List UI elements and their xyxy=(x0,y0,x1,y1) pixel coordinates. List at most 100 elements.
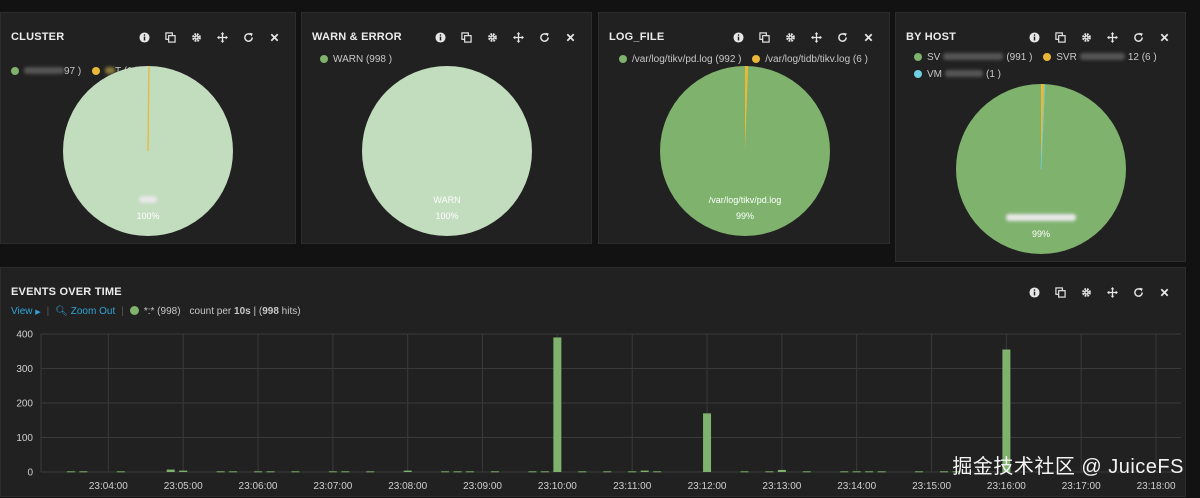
legend-item[interactable]: SV (991 ) xyxy=(914,49,1032,66)
histogram-bar[interactable] xyxy=(703,413,712,472)
histogram-bar[interactable] xyxy=(66,471,75,473)
view-dropdown[interactable]: View ▶ xyxy=(11,306,41,317)
legend-item[interactable]: VM (1 ) xyxy=(914,66,1001,83)
info-icon[interactable] xyxy=(1021,29,1047,45)
info-icon[interactable] xyxy=(131,29,157,45)
pie-slice[interactable] xyxy=(745,66,749,151)
histogram-bar[interactable] xyxy=(765,471,774,473)
gear-icon[interactable] xyxy=(183,29,209,45)
histogram-bar[interactable] xyxy=(952,471,961,473)
move-icon[interactable] xyxy=(803,29,829,45)
x-tick-label: 23:14:00 xyxy=(837,481,876,492)
y-tick-label: 400 xyxy=(16,330,33,341)
histogram-bar[interactable] xyxy=(877,471,886,473)
info-icon[interactable] xyxy=(725,29,751,45)
histogram-bar[interactable] xyxy=(216,471,225,473)
histogram-bar[interactable] xyxy=(403,470,412,472)
pie-chart: WARN 100% xyxy=(361,65,533,237)
histogram-bar[interactable] xyxy=(266,471,275,473)
x-tick-label: 23:16:00 xyxy=(987,481,1026,492)
legend-item[interactable]: /var/log/tikv/pd.log (992 ) xyxy=(619,51,742,68)
close-icon[interactable] xyxy=(1151,284,1177,300)
histogram-bar[interactable] xyxy=(777,469,786,472)
count-per-label: count per 10s | (998 hits) xyxy=(189,306,301,317)
zoom-out-button[interactable]: 🔍︎ Zoom Out xyxy=(55,306,116,317)
events-over-time-panel: EVENTS OVER TIME View ▶ | 🔍︎ Zoom Out | … xyxy=(0,267,1186,497)
legend-item[interactable]: /var/log/tidb/tikv.log (6 ) xyxy=(752,51,868,68)
histogram-bar[interactable] xyxy=(328,471,337,473)
gear-icon[interactable] xyxy=(1073,29,1099,45)
slice-percent: 99% xyxy=(735,211,754,221)
x-tick-label: 23:09:00 xyxy=(463,481,502,492)
zoom-out-icon: 🔍︎ xyxy=(55,306,68,317)
duplicate-icon[interactable] xyxy=(453,29,479,45)
legend-item[interactable]: WARN (998 ) xyxy=(320,51,392,68)
histogram-bar[interactable] xyxy=(940,471,949,473)
histogram-bar[interactable] xyxy=(341,471,350,473)
refresh-icon[interactable] xyxy=(531,29,557,45)
legend-item[interactable]: 97 ) xyxy=(11,63,81,80)
by-host-panel: BY HOST SV (991 ) SVR 12 (6 ) VM (1 ) 99% xyxy=(895,12,1186,262)
histogram-bar[interactable] xyxy=(441,471,450,473)
duplicate-icon[interactable] xyxy=(157,29,183,45)
histogram-bar[interactable] xyxy=(628,471,637,473)
pie-slice[interactable] xyxy=(147,65,150,152)
panel-toolbar xyxy=(427,29,583,45)
histogram-bar[interactable] xyxy=(540,471,549,473)
move-icon[interactable] xyxy=(1099,29,1125,45)
duplicate-icon[interactable] xyxy=(751,29,777,45)
histogram-bar[interactable] xyxy=(179,470,188,472)
histogram-bar[interactable] xyxy=(116,471,125,473)
histogram-bar[interactable] xyxy=(1002,349,1011,472)
move-icon[interactable] xyxy=(1099,284,1125,300)
duplicate-icon[interactable] xyxy=(1047,284,1073,300)
gear-icon[interactable] xyxy=(1073,284,1099,300)
histogram-bar[interactable] xyxy=(528,471,537,473)
histogram-bar[interactable] xyxy=(802,471,811,473)
gear-icon[interactable] xyxy=(479,29,505,45)
histogram-bar[interactable] xyxy=(653,471,662,473)
info-icon[interactable] xyxy=(1021,284,1047,300)
histogram-bar[interactable] xyxy=(491,471,500,473)
histogram-bar[interactable] xyxy=(840,471,849,473)
panel-title: LOG_FILE xyxy=(609,31,665,43)
histogram-bar[interactable] xyxy=(79,471,88,473)
pie-chart: 100% xyxy=(62,65,234,237)
histogram-bar[interactable] xyxy=(915,471,924,473)
refresh-icon[interactable] xyxy=(1125,284,1151,300)
close-icon[interactable] xyxy=(855,29,881,45)
histogram-bar[interactable] xyxy=(453,471,462,473)
series-legend[interactable]: *:* (998) xyxy=(129,306,181,317)
histogram-bar[interactable] xyxy=(254,471,263,473)
move-icon[interactable] xyxy=(505,29,531,45)
close-icon[interactable] xyxy=(557,29,583,45)
duplicate-icon[interactable] xyxy=(1047,29,1073,45)
info-icon[interactable] xyxy=(427,29,453,45)
close-icon[interactable] xyxy=(1151,29,1177,45)
histogram-bar[interactable] xyxy=(603,471,612,473)
close-icon[interactable] xyxy=(261,29,287,45)
histogram-bar[interactable] xyxy=(229,471,238,473)
gear-icon[interactable] xyxy=(777,29,803,45)
x-tick-label: 23:08:00 xyxy=(388,481,427,492)
histogram-bar[interactable] xyxy=(166,469,175,472)
refresh-icon[interactable] xyxy=(829,29,855,45)
histogram-bar[interactable] xyxy=(865,471,874,473)
move-icon[interactable] xyxy=(209,29,235,45)
histogram-bar[interactable] xyxy=(291,471,300,473)
refresh-icon[interactable] xyxy=(235,29,261,45)
slice-percent: 99% xyxy=(1031,229,1050,239)
histogram-bar[interactable] xyxy=(466,471,475,473)
legend-item[interactable]: SVR 12 (6 ) xyxy=(1043,49,1157,66)
refresh-icon[interactable] xyxy=(1125,29,1151,45)
pie-slice[interactable] xyxy=(362,66,532,236)
histogram-bar[interactable] xyxy=(852,471,861,473)
pie-legend: SV (991 ) SVR 12 (6 ) VM (1 ) xyxy=(914,49,1175,83)
pie-svg xyxy=(956,84,1126,254)
histogram-bar[interactable] xyxy=(553,337,562,472)
histogram-bar[interactable] xyxy=(578,471,587,473)
histogram-bar[interactable] xyxy=(740,471,749,473)
pie-slice[interactable] xyxy=(1040,84,1046,170)
histogram-bar[interactable] xyxy=(640,470,649,472)
histogram-bar[interactable] xyxy=(366,471,375,473)
